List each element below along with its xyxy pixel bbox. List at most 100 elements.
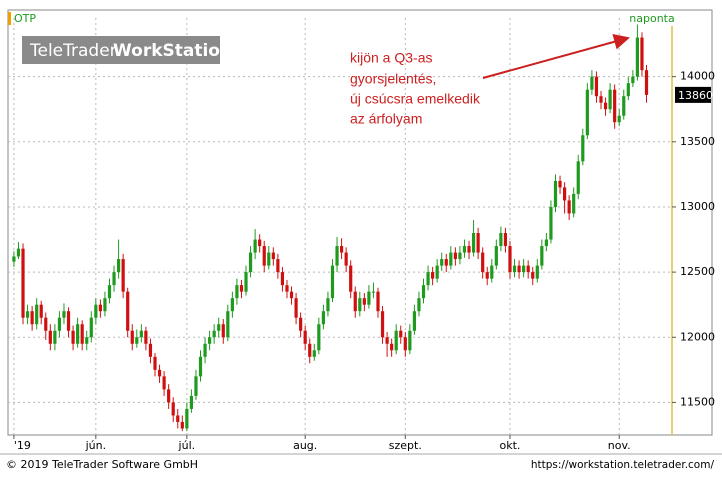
candle-body [471,233,476,253]
candles [12,24,649,432]
candle-body [535,265,539,279]
candle-body [308,343,312,357]
candle-body [344,252,348,266]
x-tick-label: szept. [389,439,422,452]
candle-body [176,415,180,422]
candle-body [248,252,253,273]
candle-body [253,239,257,253]
candle-body [171,402,175,416]
candle-body [303,330,307,344]
candle-body [385,337,389,344]
candle-body [226,311,230,338]
candle-body [440,259,444,266]
candle-body [494,246,498,266]
x-tick-label: okt. [500,439,521,452]
y-tick-label: 12000 [680,330,715,343]
candle-body [139,330,143,338]
candle-body [380,311,385,338]
candle-body [244,272,248,292]
candle-body [194,376,198,396]
candle-body [12,256,16,262]
candle-body [376,291,380,312]
candle-body [212,330,216,338]
candle-body [540,246,544,266]
candle-body [116,259,121,273]
candle-body [467,246,471,253]
legend-label: OTP [14,12,36,25]
candle-body [180,421,184,429]
candle-body [299,317,303,331]
candle-body [449,252,453,266]
candle-body [321,311,325,325]
watermark-product: WorkStation [113,41,232,61]
candle-body [581,135,585,162]
candle-body [335,246,339,266]
last-price-label: 13860 [678,89,713,102]
candle-body [157,369,162,377]
candle-body [462,246,467,253]
plot-frame [7,9,713,436]
annotation: az árfolyam [350,111,422,127]
candle-body [613,89,617,123]
candle-body [217,324,221,331]
candle-body [89,317,93,338]
candle-body [444,259,448,266]
candle-body [280,272,285,286]
annotation: új csúcsra emelkedik [350,91,481,107]
candle-body [490,265,494,279]
candle-body [48,330,52,344]
x-tick-label: '19 [14,439,31,452]
candle-body [85,337,89,344]
candle-body [148,343,153,357]
candle-body [185,408,189,429]
annotation: gyorsjelentés, [350,71,436,87]
candle-body [367,291,371,305]
candle-body [635,37,640,77]
candle-body [590,76,594,90]
candle-body [476,233,480,253]
candle-body [544,239,548,247]
candle-body [371,291,376,293]
candle-body [208,337,212,344]
y-tick-label: 13000 [680,200,715,213]
candle-body [53,330,57,344]
candle-body [585,89,589,136]
candle-body [126,291,130,331]
candle-body [203,343,207,357]
x-tick-label: júl. [178,439,196,452]
x-tick-label: aug. [293,439,317,452]
candle-body [517,265,521,273]
footer-copyright: © 2019 TeleTrader Software GmbH [6,458,198,471]
candle-body [349,265,353,292]
candle-body [594,76,599,97]
candle-body [362,298,366,305]
candle-body [526,265,530,273]
candle-body [66,311,71,331]
candle-body [403,337,407,351]
candle-body [112,272,116,286]
candle-body [35,304,39,325]
candle-body [512,265,517,273]
x-tick-label: jún. [85,439,107,452]
candle-body [426,272,430,286]
candle-body [453,252,457,260]
candle-body [189,395,194,409]
candle-body [130,330,134,344]
candle-body [562,187,567,201]
candle-body [553,180,558,207]
watermark-box [22,36,220,64]
candle-body [608,89,612,110]
candle-body [522,265,526,273]
watermark-brand: TeleTrader [29,41,117,61]
footer-url: https://workstation.teletrader.com/ [531,459,715,471]
candle-body [153,356,157,370]
candle-body [16,248,21,257]
x-tick-label: nov. [608,439,631,452]
candle-body [285,285,289,292]
candle-body [408,330,412,351]
candle-body [531,272,535,279]
candle-body [71,330,75,344]
candle-body [485,272,489,279]
candle-body [421,285,426,299]
